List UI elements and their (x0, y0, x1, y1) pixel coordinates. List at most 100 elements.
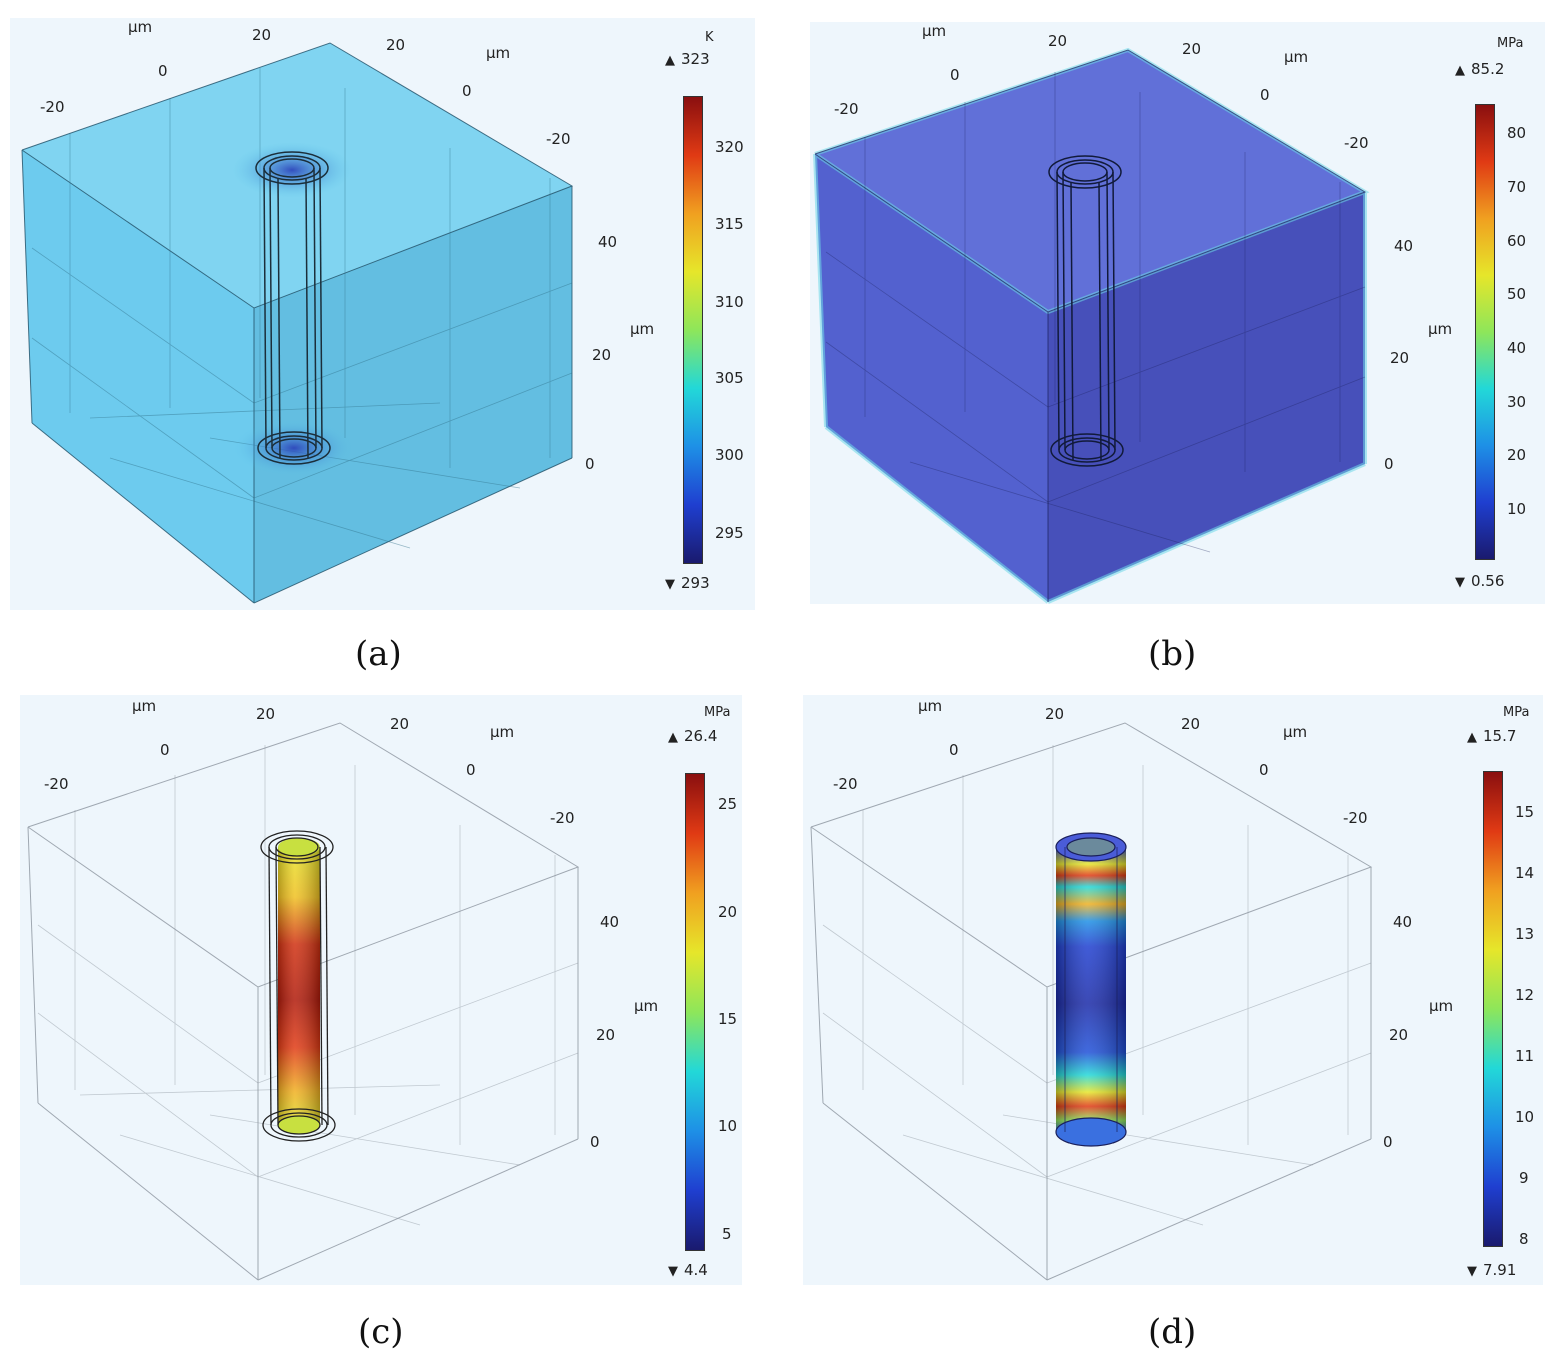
y-tick-label: 0 (466, 761, 476, 779)
z-tick-label: 0 (1384, 455, 1394, 473)
colorbar: MPa ▲ 26.4 25 20 15 10 5 ▼ 4.4 (652, 703, 742, 1283)
min-triangle-icon: ▼ (1467, 1264, 1477, 1279)
panel-a: μm -20 0 20 20 μm 0 -20 40 μm 20 0 K ▲ 32… (10, 18, 755, 610)
y-unit-label: μm (490, 723, 515, 741)
colorbar-tick: 310 (715, 293, 744, 311)
colorbar-min-value: 293 (681, 574, 710, 592)
x-tick-label: 20 (1048, 32, 1068, 50)
colorbar-max: ▲ 26.4 (668, 727, 717, 745)
colorbar-unit: K (705, 30, 714, 45)
z-tick-label: 20 (592, 346, 612, 364)
x-tick-label: -20 (834, 100, 859, 118)
x-tick-label: -20 (40, 98, 65, 116)
colorbar-min: ▼ 293 (665, 574, 710, 592)
colorbar-tick: 8 (1519, 1230, 1529, 1248)
y-tick-label: 0 (1259, 761, 1269, 779)
x-unit-label: μm (922, 22, 947, 40)
min-triangle-icon: ▼ (668, 1264, 678, 1279)
z-tick-label: 40 (600, 913, 620, 931)
z-tick-label: 0 (590, 1133, 600, 1151)
colorbar-tick: 10 (1515, 1108, 1535, 1126)
panel-c: μm -20 0 20 20 μm 0 -20 40 μm 20 0 MPa ▲… (20, 695, 742, 1285)
y-tick-label: -20 (1343, 809, 1368, 827)
x-tick-label: -20 (833, 775, 858, 793)
min-triangle-icon: ▼ (665, 577, 675, 592)
z-tick-label: 20 (596, 1026, 616, 1044)
y-unit-label: μm (1283, 723, 1308, 741)
max-triangle-icon: ▲ (1455, 63, 1465, 78)
y-tick-label: 20 (1182, 40, 1202, 58)
x-tick-label: 0 (158, 62, 168, 80)
y-tick-label: -20 (546, 130, 571, 148)
max-triangle-icon: ▲ (668, 730, 678, 745)
x-tick-label: 20 (256, 705, 276, 723)
caption-a: (a) (355, 634, 402, 674)
colorbar-max-value: 85.2 (1471, 60, 1505, 78)
max-triangle-icon: ▲ (665, 53, 675, 68)
colorbar-unit: MPa (1497, 36, 1524, 51)
colorbar-max-value: 15.7 (1483, 727, 1517, 745)
colorbar-max: ▲ 15.7 (1467, 727, 1516, 745)
x-tick-label: 20 (252, 26, 272, 44)
x-tick-label: 0 (949, 741, 959, 759)
colorbar: K ▲ 323 320 315 310 305 300 295 ▼ 293 (665, 28, 755, 608)
colorbar-min: ▼ 0.56 (1455, 572, 1504, 590)
z-unit-label: μm (1429, 997, 1454, 1015)
colorbar-min: ▼ 4.4 (668, 1261, 708, 1279)
y-tick-label: 0 (462, 82, 472, 100)
colorbar-tick: 25 (718, 795, 738, 813)
box-left-face (22, 150, 254, 603)
y-tick-label: 20 (1181, 715, 1201, 733)
colorbar-tick: 40 (1507, 339, 1527, 357)
colorbar-tick: 315 (715, 215, 744, 233)
colorbar-tick: 50 (1507, 285, 1527, 303)
colorbar-gradient (683, 96, 703, 564)
z-tick-label: 20 (1390, 349, 1410, 367)
colorbar-tick: 80 (1507, 124, 1527, 142)
box-right-face (254, 186, 572, 603)
stress-shell (1055, 832, 1127, 1147)
colorbar-tick: 13 (1515, 925, 1535, 943)
colorbar-tick: 30 (1507, 393, 1527, 411)
x-unit-label: μm (132, 697, 157, 715)
colorbar-max-value: 26.4 (684, 727, 718, 745)
colorbar-min-value: 0.56 (1471, 572, 1505, 590)
z-tick-label: 40 (1394, 237, 1414, 255)
colorbar-tick: 11 (1515, 1047, 1535, 1065)
colorbar-unit: MPa (1503, 705, 1530, 720)
colorbar-tick: 12 (1515, 986, 1535, 1004)
y-tick-label: -20 (550, 809, 575, 827)
caption-d: (d) (1148, 1312, 1197, 1352)
colorbar-tick: 10 (718, 1117, 738, 1135)
colorbar-tick: 305 (715, 369, 744, 387)
box-right-face (1048, 192, 1365, 602)
min-triangle-icon: ▼ (1455, 575, 1465, 590)
panel-d-plot (803, 695, 1543, 1285)
z-unit-label: μm (634, 997, 659, 1015)
colorbar: MPa ▲ 15.7 15 14 13 12 11 10 9 8 ▼ 7.91 (1453, 703, 1543, 1283)
colorbar-tick: 20 (718, 903, 738, 921)
stress-column (278, 838, 320, 1134)
z-tick-label: 0 (585, 455, 595, 473)
colorbar-min-value: 7.91 (1483, 1261, 1517, 1279)
y-tick-label: -20 (1344, 134, 1369, 152)
y-tick-label: 20 (390, 715, 410, 733)
colorbar-tick: 295 (715, 524, 744, 542)
colorbar-tick: 60 (1507, 232, 1527, 250)
x-tick-label: 0 (950, 66, 960, 84)
z-tick-label: 40 (598, 233, 618, 251)
panel-b: μm -20 0 20 20 μm 0 -20 40 μm 20 0 MPa ▲… (810, 22, 1545, 604)
colorbar-tick: 9 (1519, 1169, 1529, 1187)
colorbar-tick: 300 (715, 446, 744, 464)
box-left-face (815, 154, 1048, 602)
colorbar-max: ▲ 323 (665, 50, 710, 68)
max-triangle-icon: ▲ (1467, 730, 1477, 745)
z-tick-label: 40 (1393, 913, 1413, 931)
panel-c-plot (20, 695, 742, 1285)
z-tick-label: 0 (1383, 1133, 1393, 1151)
colorbar-tick: 70 (1507, 178, 1527, 196)
z-unit-label: μm (630, 320, 655, 338)
colorbar-min: ▼ 7.91 (1467, 1261, 1516, 1279)
panel-a-plot (10, 18, 755, 610)
y-unit-label: μm (486, 44, 511, 62)
